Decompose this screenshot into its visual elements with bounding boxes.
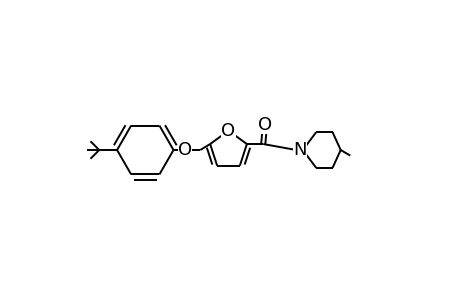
Text: O: O bbox=[257, 116, 271, 134]
Text: N: N bbox=[292, 141, 306, 159]
Text: O: O bbox=[221, 122, 235, 140]
Text: O: O bbox=[178, 141, 192, 159]
